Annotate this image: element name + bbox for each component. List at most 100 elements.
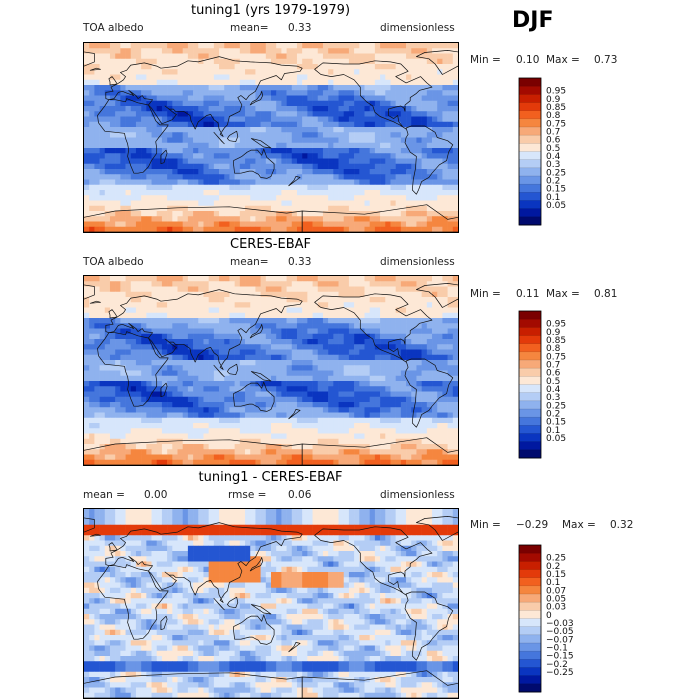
- colorbar-swatch: [519, 602, 541, 611]
- colorbar-tick-label: 0.4: [546, 385, 561, 395]
- panel-3-min-value: −0.29: [516, 519, 549, 531]
- colorbar-swatch: [519, 343, 541, 353]
- colorbar-tick-label: −0.15: [546, 652, 574, 662]
- panel-1-max-label: Max =: [546, 54, 580, 66]
- colorbar-tick-label: 0.95: [546, 320, 566, 330]
- colorbar-tick-label: −0.03: [546, 619, 574, 629]
- colorbar-tick-label: −0.07: [546, 635, 574, 645]
- panel-1-title: tuning1 (yrs 1979-1979): [190, 3, 351, 18]
- colorbar-tick-label: 0.05: [546, 201, 566, 211]
- colorbar-tick-label: 0.2: [546, 562, 560, 572]
- colorbar-tick-label: 0.25: [546, 168, 566, 178]
- colorbar-tick-label: −0.2: [546, 660, 568, 670]
- colorbar-swatch: [519, 610, 541, 619]
- colorbar-swatch: [519, 577, 541, 587]
- colorbar-tick-label: −0.05: [546, 627, 574, 637]
- colorbar-swatch: [519, 667, 541, 677]
- panel-1-units: dimensionless: [380, 22, 455, 34]
- panel-2-title: CERES-EBAF: [230, 237, 311, 252]
- colorbar-tick-label: −0.1: [546, 643, 568, 653]
- panel-1-mean-label: mean=: [230, 22, 269, 34]
- colorbar-swatch: [519, 683, 541, 693]
- panel-3-max-value: 0.32: [610, 519, 634, 531]
- colorbar-swatch: [519, 368, 541, 377]
- panel-2-mean-value: 0.33: [288, 256, 312, 268]
- colorbar-tick-label: 0.1: [546, 193, 560, 203]
- colorbar-tick-label: 0.07: [546, 586, 566, 596]
- panel-2-min-label: Min =: [470, 288, 501, 300]
- panel-3-title: tuning1 - CERES-EBAF: [198, 470, 343, 485]
- colorbar-swatch: [519, 643, 541, 652]
- panel-3-colorbar: 0.25 0.2 0.15 0.1 0.07 0.05 0.03 0 −0.03 −0.05 −0.…: [518, 544, 599, 695]
- colorbar-tick-label: 0.9: [546, 95, 561, 105]
- colorbar-tick-label: 0.15: [546, 418, 566, 428]
- panel-2-colorbar: 0.95 0.9 0.85 0.8 0.75 0.7 0.6 0.5 0.4 0.3 0.25 0.2…: [518, 310, 599, 461]
- panel-3-map: [83, 508, 459, 699]
- colorbar-tick-label: 0.1: [546, 578, 560, 588]
- panel-3-mean-label: mean =: [83, 489, 125, 501]
- colorbar-swatch: [519, 110, 541, 120]
- panel-1-min-value: 0.10: [516, 54, 540, 66]
- colorbar-tick-label: 0.05: [546, 594, 566, 604]
- colorbar-tick-label: 0.8: [546, 344, 561, 354]
- colorbar-swatch: [519, 449, 541, 459]
- colorbar-tick-label: 0.15: [546, 185, 566, 195]
- colorbar-swatch: [519, 311, 541, 320]
- panel-2-max-value: 0.81: [594, 288, 618, 300]
- colorbar-swatch: [519, 86, 541, 95]
- colorbar-swatch: [519, 216, 541, 226]
- colorbar-swatch: [519, 176, 541, 185]
- panel-2-variable: TOA albedo: [83, 256, 144, 268]
- colorbar-tick-label: 0: [546, 611, 552, 621]
- colorbar-tick-label: 0.03: [546, 603, 566, 613]
- colorbar-swatch: [519, 384, 541, 394]
- colorbar-tick-label: 0.2: [546, 176, 560, 186]
- colorbar-swatch: [519, 184, 541, 193]
- panel-2-map: [83, 275, 459, 466]
- colorbar-swatch: [519, 569, 541, 579]
- panel-2-min-value: 0.11: [516, 288, 540, 300]
- colorbar-swatch: [519, 200, 541, 210]
- colorbar-swatch: [519, 192, 541, 201]
- panel-3-rmse-label: rmse =: [228, 489, 267, 501]
- colorbar-swatch: [519, 159, 541, 169]
- colorbar-swatch: [519, 376, 541, 385]
- colorbar-swatch: [519, 94, 541, 103]
- colorbar-swatch: [519, 143, 541, 152]
- colorbar-swatch: [519, 553, 541, 562]
- colorbar-tick-label: 0.15: [546, 570, 566, 580]
- colorbar-swatch: [519, 425, 541, 434]
- panel-3-mean-value: 0.00: [144, 489, 168, 501]
- panel-2-units: dimensionless: [380, 256, 455, 268]
- colorbar-tick-label: 0.75: [546, 352, 566, 362]
- colorbar-swatch: [519, 327, 541, 336]
- panel-1-colorbar: 0.95 0.9 0.85 0.8 0.75 0.7 0.6 0.5 0.4 0.3 0.25 0.2…: [518, 77, 599, 228]
- panel-1-mean-value: 0.33: [288, 22, 312, 34]
- panel-3-max-label: Max =: [562, 519, 596, 531]
- colorbar-swatch: [519, 102, 541, 112]
- colorbar-swatch: [519, 351, 541, 361]
- colorbar-swatch: [519, 433, 541, 443]
- colorbar-tick-label: 0.95: [546, 87, 566, 97]
- colorbar-tick-label: 0.1: [546, 426, 560, 436]
- panel-3-rmse-value: 0.06: [288, 489, 312, 501]
- colorbar-tick-label: 0.05: [546, 434, 566, 444]
- colorbar-tick-label: 0.3: [546, 160, 560, 170]
- panel-1-map: [83, 42, 459, 233]
- colorbar-swatch: [519, 659, 541, 668]
- colorbar-tick-label: 0.5: [546, 144, 560, 154]
- colorbar-tick-label: 0.7: [546, 127, 560, 137]
- panel-1-min-label: Min =: [470, 54, 501, 66]
- panel-2-max-label: Max =: [546, 288, 580, 300]
- panel-1-max-value: 0.73: [594, 54, 618, 66]
- season-label: DJF: [512, 8, 554, 33]
- colorbar-swatch: [519, 335, 541, 345]
- colorbar-tick-label: 0.75: [546, 119, 566, 129]
- colorbar-swatch: [519, 618, 541, 628]
- colorbar-swatch: [519, 409, 541, 418]
- panel-2-mean-label: mean=: [230, 256, 269, 268]
- colorbar-swatch: [519, 127, 541, 136]
- colorbar-swatch: [519, 208, 541, 218]
- colorbar-tick-label: 0.2: [546, 409, 560, 419]
- colorbar-swatch: [519, 441, 541, 451]
